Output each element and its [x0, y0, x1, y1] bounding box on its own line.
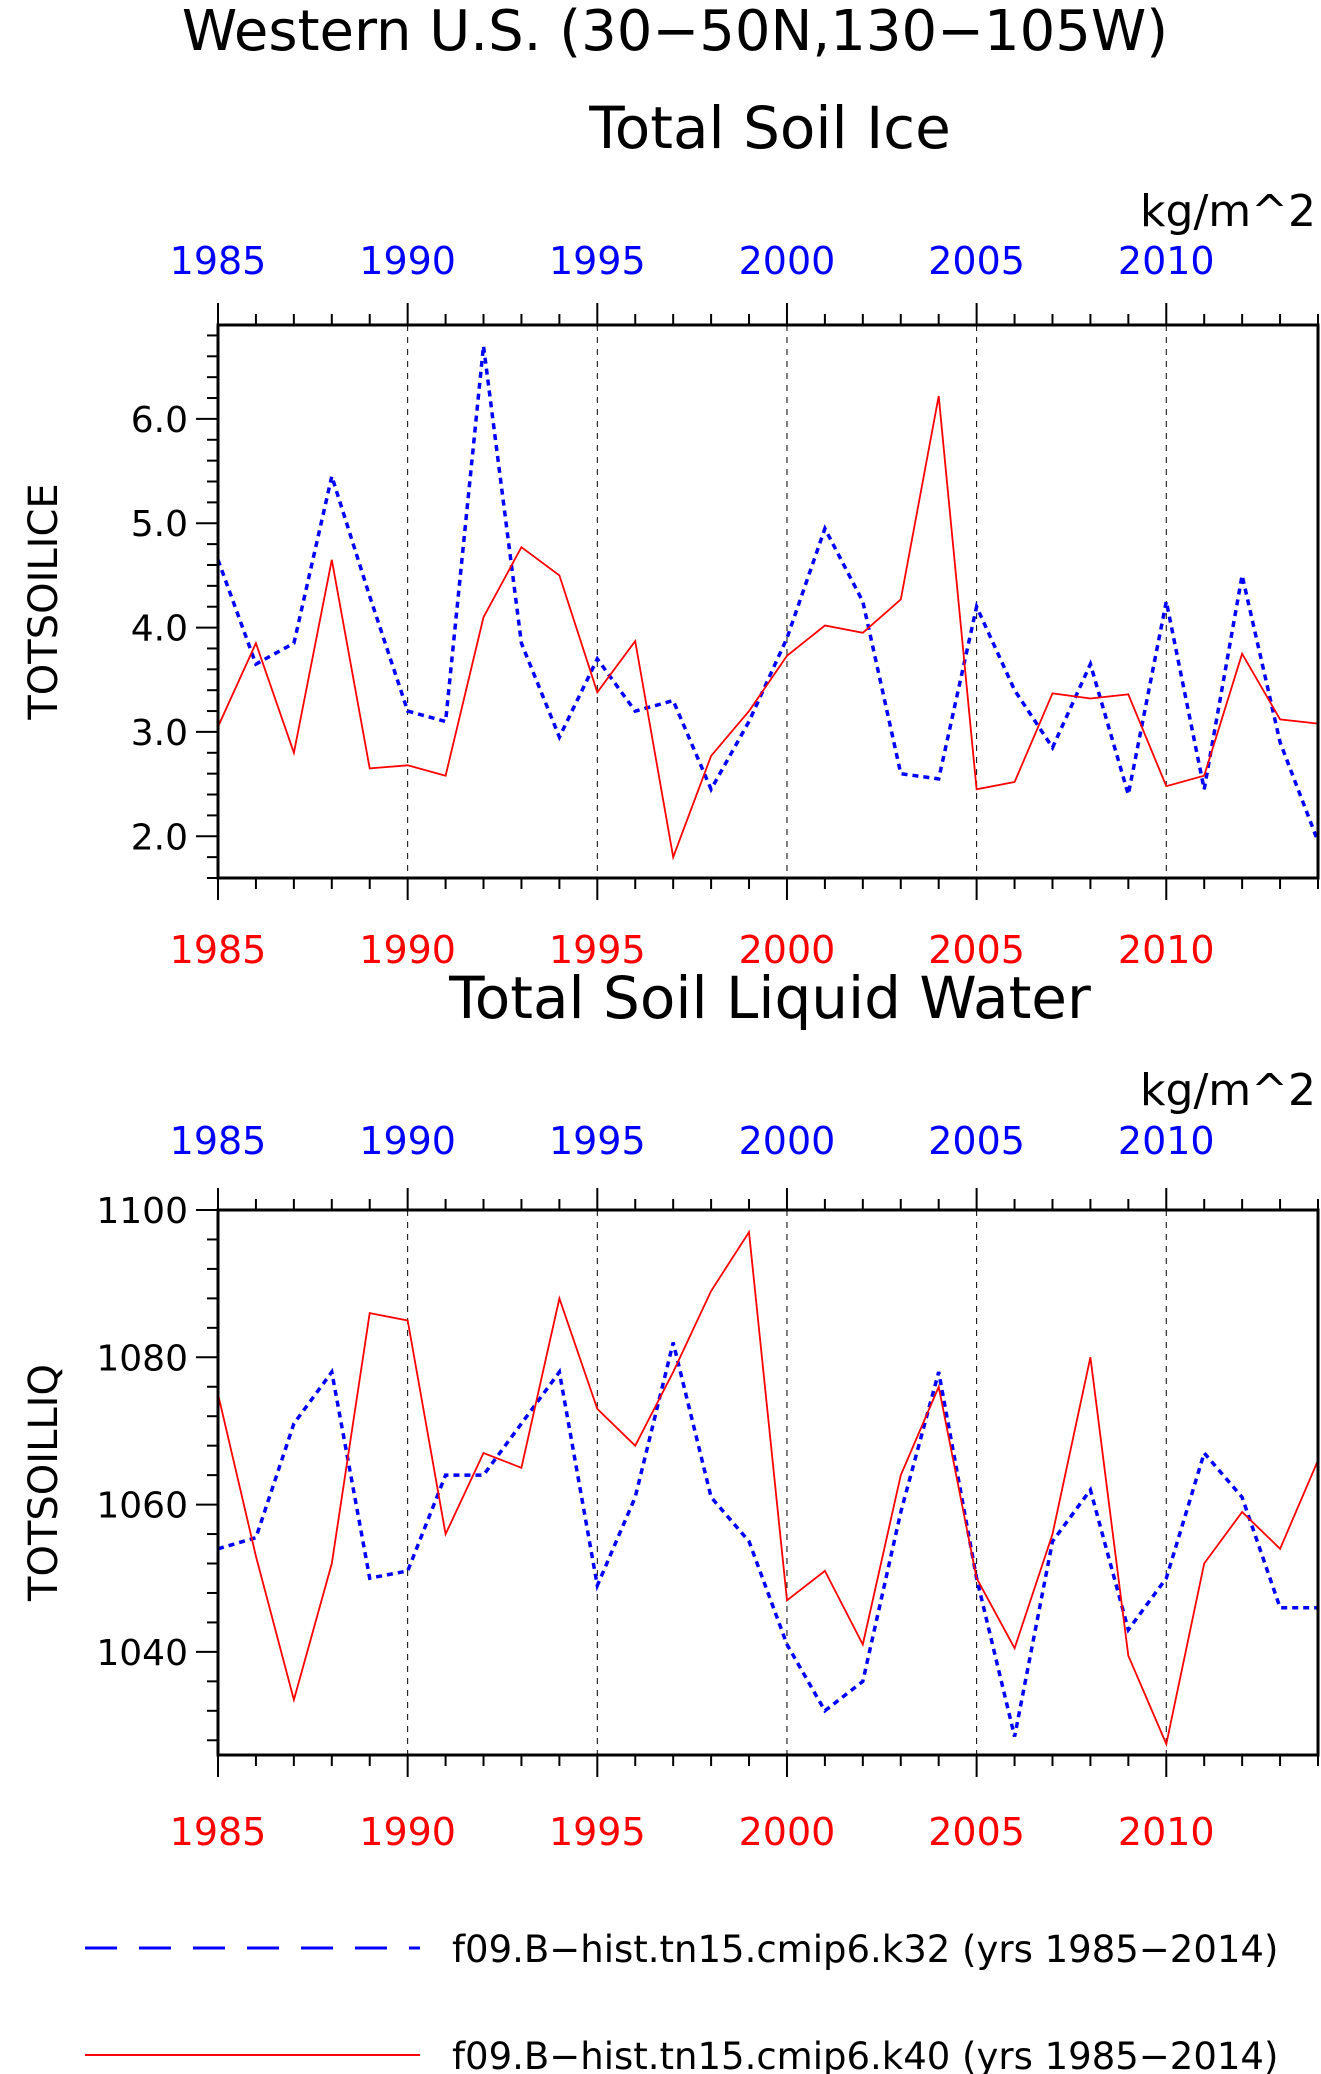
x-tick-label-top: 1995 [549, 239, 646, 283]
panel-title: Total Soil Liquid Water [448, 964, 1091, 1032]
series-line-k40 [218, 395, 1318, 861]
plot-frame [216, 1208, 1320, 1757]
x-tick-label-bottom: 2000 [739, 928, 836, 972]
figure-title: Western U.S. (30−50N,130−105W) [182, 0, 1168, 64]
x-tick-label-bottom: 1995 [549, 1810, 646, 1854]
y-tick-label: 5.0 [131, 504, 188, 545]
x-tick-label-top: 2000 [739, 1119, 836, 1163]
chart-panel-1: Total Soil Ice kg/m^2 TOTSOILICE 2.0 3.0 4.0 5… [21, 94, 1320, 972]
x-tick-label-top: 1985 [170, 239, 267, 283]
x-tick-label-bottom: 1985 [170, 928, 267, 972]
x-tick-label-bottom: 2005 [928, 928, 1025, 972]
y-tick-label: 2.0 [131, 817, 188, 858]
y-tick-label: 1080 [96, 1338, 188, 1379]
x-tick-label-bottom: 2010 [1118, 928, 1215, 972]
series-line-k32 [218, 1342, 1318, 1738]
x-tick-label-top: 2010 [1118, 1119, 1215, 1163]
series-line-k32 [218, 345, 1318, 843]
x-tick-label-top: 1990 [359, 239, 456, 283]
x-tick-label-bottom: 2005 [928, 1810, 1025, 1854]
x-tick-label-bottom: 1985 [170, 1810, 267, 1854]
x-tick-label-bottom: 1990 [359, 928, 456, 972]
x-tick-label-top: 1985 [170, 1119, 267, 1163]
x-tick-label-bottom: 2010 [1118, 1810, 1215, 1854]
x-tick-label-top: 1995 [549, 1119, 646, 1163]
x-tick-label-top: 2010 [1118, 239, 1215, 283]
plot-frame [216, 323, 1320, 880]
y-tick-label: 1040 [96, 1633, 188, 1674]
legend-label-2: f09.B−hist.tn15.cmip6.k40 (yrs 1985−2014… [452, 2035, 1278, 2074]
series-line-k40 [218, 1229, 1318, 1747]
panel-title: Total Soil Ice [588, 94, 951, 162]
y-tick-label: 6.0 [131, 400, 188, 441]
legend-label-1: f09.B−hist.tn15.cmip6.k32 (yrs 1985−2014… [452, 1928, 1278, 1971]
x-tick-label-top: 2005 [928, 1119, 1025, 1163]
y-tick-label: 1060 [96, 1486, 188, 1527]
y-axis-label: TOTSOILICE [21, 483, 67, 720]
chart-panel-2: Total Soil Liquid Water kg/m^2 TOTSOILLIQ 1… [21, 964, 1320, 1854]
legend: f09.B−hist.tn15.cmip6.k32 (yrs 1985−2014… [85, 1928, 1278, 2074]
y-tick-label: 1100 [96, 1191, 188, 1232]
y-axis-label: TOTSOILLIQ [21, 1364, 67, 1602]
x-tick-label-bottom: 1995 [549, 928, 646, 972]
x-tick-label-top: 2005 [928, 239, 1025, 283]
x-tick-label-top: 1990 [359, 1119, 456, 1163]
y-tick-label: 3.0 [131, 713, 188, 754]
x-tick-label-bottom: 1990 [359, 1810, 456, 1854]
units-label: kg/m^2 [1140, 186, 1316, 237]
units-label: kg/m^2 [1140, 1065, 1316, 1116]
x-tick-label-top: 2000 [739, 239, 836, 283]
x-tick-label-bottom: 2000 [739, 1810, 836, 1854]
y-tick-label: 4.0 [131, 609, 188, 650]
